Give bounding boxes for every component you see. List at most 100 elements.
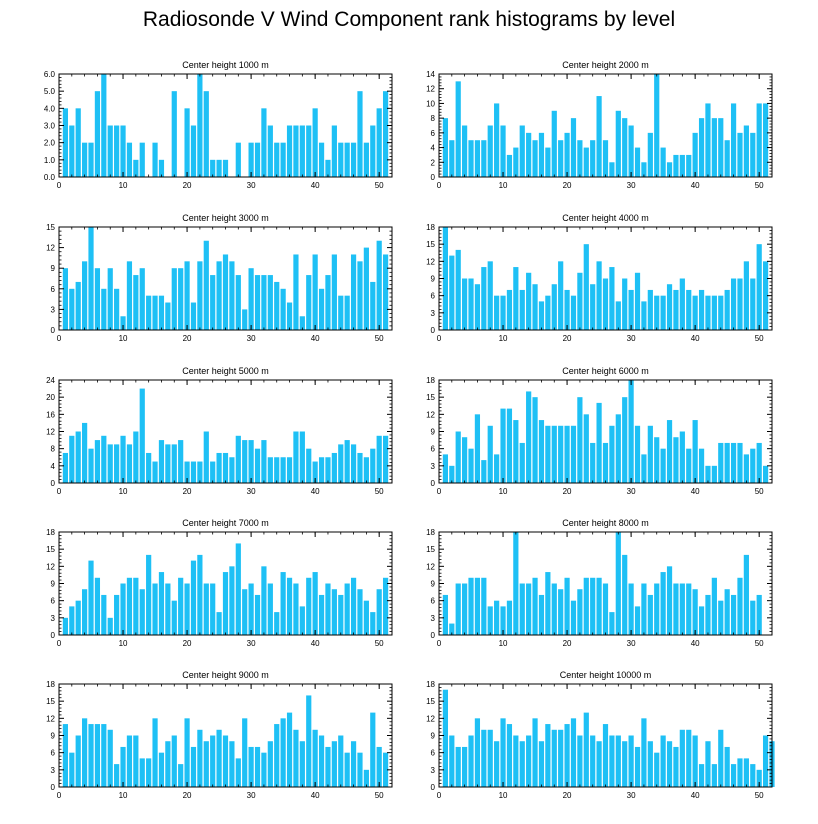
histogram-bar	[474, 577, 481, 635]
histogram-bar	[376, 240, 382, 330]
histogram-bar	[526, 132, 532, 177]
histogram-bar	[641, 162, 647, 177]
histogram-bar	[376, 108, 382, 177]
histogram-bar	[139, 388, 145, 483]
histogram-bar	[306, 275, 312, 330]
y-tick-label: 12	[426, 257, 435, 266]
histogram-bar	[254, 142, 261, 177]
y-tick-label: 2	[431, 158, 436, 167]
histogram-bar	[647, 741, 653, 787]
histogram-bar	[139, 589, 145, 635]
histogram-bar	[762, 261, 769, 330]
histogram-bar	[254, 746, 261, 787]
histogram-bar	[449, 255, 455, 330]
histogram-bar	[737, 278, 743, 330]
histogram-bar	[660, 448, 666, 483]
histogram-bar	[519, 442, 525, 483]
y-tick-label: 18	[426, 223, 435, 232]
histogram-bar	[718, 118, 724, 177]
histogram-bar	[558, 729, 564, 787]
histogram-bar	[338, 295, 344, 330]
histogram-bar	[312, 461, 318, 483]
y-tick-label: 15	[426, 697, 435, 706]
histogram-bar	[299, 316, 305, 330]
x-tick-label: 10	[119, 639, 128, 648]
histogram-bar	[203, 431, 209, 483]
histogram-bar	[705, 465, 711, 483]
histogram-bar	[242, 718, 248, 787]
histogram-bar	[363, 600, 369, 635]
histogram-bar	[647, 289, 653, 330]
histogram-bar	[382, 254, 389, 330]
histogram-bar	[370, 125, 376, 177]
y-tick-label: 0	[431, 479, 436, 488]
histogram-bar	[449, 465, 455, 483]
histogram-bar	[344, 295, 350, 330]
histogram-bar	[698, 118, 705, 177]
y-tick-label: 15	[46, 697, 55, 706]
x-tick-label: 20	[563, 181, 572, 190]
histogram-bar	[69, 752, 75, 787]
histogram-bar	[158, 440, 165, 483]
histogram-bar	[679, 729, 685, 787]
histogram-bar	[274, 457, 280, 483]
histogram-bar	[363, 457, 369, 483]
histogram-bar	[261, 108, 267, 177]
histogram-bar	[673, 154, 679, 177]
histogram-bar	[158, 752, 165, 787]
histogram-bar	[609, 162, 615, 177]
x-tick-label: 20	[183, 639, 192, 648]
histogram-bar	[114, 444, 120, 484]
histogram-bar	[146, 758, 152, 787]
histogram-bar	[506, 724, 513, 787]
histogram-bar	[468, 577, 474, 635]
histogram-panel-4: Center height 4000 m 0 3 6 9 12 15 18 0 10 20 30 40 5…	[426, 213, 773, 343]
histogram-bar	[306, 577, 312, 635]
y-tick-label: 4.0	[44, 104, 56, 113]
histogram-bar	[698, 606, 705, 635]
histogram-bar	[357, 589, 363, 635]
histogram-bar	[94, 268, 101, 330]
y-tick-label: 18	[46, 680, 55, 689]
x-tick-label: 50	[375, 487, 384, 496]
x-tick-label: 30	[627, 639, 636, 648]
histogram-bar	[318, 594, 325, 635]
histogram-bar	[325, 746, 331, 787]
histogram-bar	[506, 408, 513, 483]
histogram-bar	[641, 718, 647, 787]
histogram-bar	[114, 125, 120, 177]
histogram-bar	[711, 465, 717, 483]
histogram-bar	[711, 764, 717, 787]
histogram-bar	[107, 444, 113, 484]
histogram-bar	[158, 159, 165, 177]
histogram-bar	[312, 729, 318, 787]
y-tick-label: 15	[426, 393, 435, 402]
histogram-bar	[350, 254, 357, 330]
histogram-bar	[280, 142, 286, 177]
histogram-bar	[139, 268, 145, 330]
histogram-bar	[88, 227, 94, 330]
histogram-bar	[654, 74, 660, 177]
histogram-bar	[242, 440, 248, 483]
histogram-bar	[158, 572, 165, 635]
histogram-bar	[184, 461, 190, 483]
histogram-bar	[718, 295, 724, 330]
histogram-bar	[254, 448, 261, 483]
x-tick-label: 30	[247, 334, 256, 343]
histogram-bar	[526, 272, 532, 330]
x-tick-label: 20	[183, 487, 192, 496]
histogram-bar	[235, 275, 241, 330]
histogram-bar	[551, 583, 557, 635]
histogram-bar	[743, 261, 749, 330]
histogram-bar	[577, 735, 583, 787]
histogram-bar	[615, 414, 621, 483]
histogram-bar	[318, 142, 325, 177]
histogram-bar	[532, 140, 538, 177]
histogram-bar	[500, 408, 506, 483]
histogram-bar	[210, 159, 216, 177]
histogram-bar	[654, 295, 660, 330]
histogram-bar	[94, 724, 101, 787]
panel-title: Center height 1000 m	[182, 60, 269, 70]
histogram-bar	[634, 425, 641, 483]
histogram-bar	[622, 397, 628, 483]
